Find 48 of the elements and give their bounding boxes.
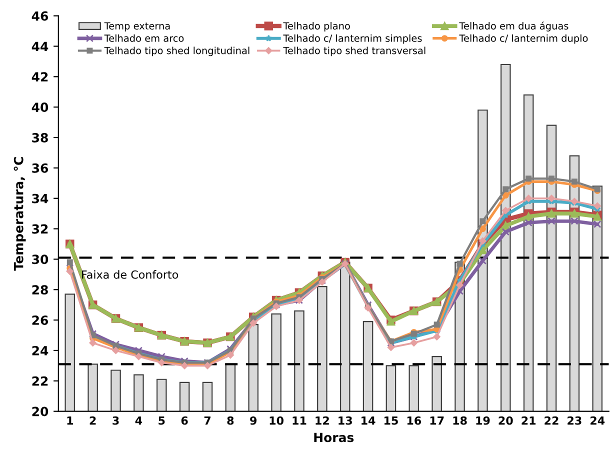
x-tick-label: 19 — [476, 416, 490, 425]
y-tick-label: 22 — [32, 376, 48, 386]
y-tick-label: 40 — [32, 102, 48, 112]
legend-label: Telhado c/ lanternim duplo — [459, 34, 588, 44]
x-tick-label: 3 — [112, 416, 119, 425]
x-tick-label: 8 — [227, 416, 234, 425]
x-tick-label: 14 — [362, 416, 376, 425]
x-tick-label: 23 — [568, 416, 582, 425]
legend-label: Telhado c/ lanternim simples — [283, 34, 422, 44]
y-tick-label: 30 — [32, 254, 48, 264]
legend-label: Telhado em dua águas — [459, 22, 568, 32]
x-tick-label: 6 — [181, 416, 188, 425]
x-tick-label: 5 — [158, 416, 165, 425]
y-tick-label: 38 — [32, 132, 48, 142]
y-tick-label: 24 — [32, 346, 48, 356]
y-axis-title: Temperatura, °C — [14, 157, 26, 271]
y-tick-label: 26 — [32, 316, 48, 325]
x-tick-label: 12 — [316, 416, 329, 425]
x-tick-label: 22 — [544, 416, 558, 425]
x-tick-label: 24 — [590, 416, 605, 425]
y-tick-label: 36 — [32, 163, 48, 173]
x-tick-label: 10 — [270, 416, 284, 425]
legend-label: Telhado em arco — [104, 34, 184, 42]
y-tick-label: 44 — [32, 42, 48, 51]
x-tick-label: 9 — [250, 416, 257, 425]
x-tick-label: 1 — [67, 416, 73, 425]
x-tick-label: 16 — [407, 416, 422, 425]
legend-label: Telhado tipo shed longitudinal — [104, 46, 250, 56]
y-tick-label: 46 — [32, 11, 48, 21]
x-tick-label: 4 — [135, 416, 142, 425]
x-tick-label: 20 — [498, 416, 513, 425]
x-tick-label: 17 — [430, 416, 444, 425]
x-tick-label: 21 — [522, 416, 536, 425]
x-tick-label: 18 — [453, 416, 467, 425]
x-axis-title: Horas — [314, 432, 354, 442]
y-tick-label: 34 — [32, 194, 48, 204]
legend-label: Telhado tipo shed transversal — [283, 46, 426, 56]
x-tick-label: 13 — [338, 416, 352, 425]
x-tick-label: 15 — [384, 416, 398, 425]
y-tick-label: 28 — [32, 285, 48, 295]
y-tick-label: 32 — [32, 224, 48, 234]
legend-label: Telhado plano — [283, 22, 350, 32]
y-tick-label: 20 — [32, 406, 48, 416]
x-tick-label: 2 — [90, 416, 96, 425]
legend-label: Temp externa — [104, 22, 170, 32]
x-tick-label: 7 — [204, 416, 210, 425]
x-tick-label: 11 — [292, 416, 306, 425]
y-tick-label: 42 — [32, 72, 48, 82]
